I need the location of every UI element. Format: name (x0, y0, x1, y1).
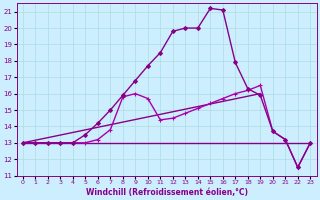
X-axis label: Windchill (Refroidissement éolien,°C): Windchill (Refroidissement éolien,°C) (85, 188, 248, 197)
